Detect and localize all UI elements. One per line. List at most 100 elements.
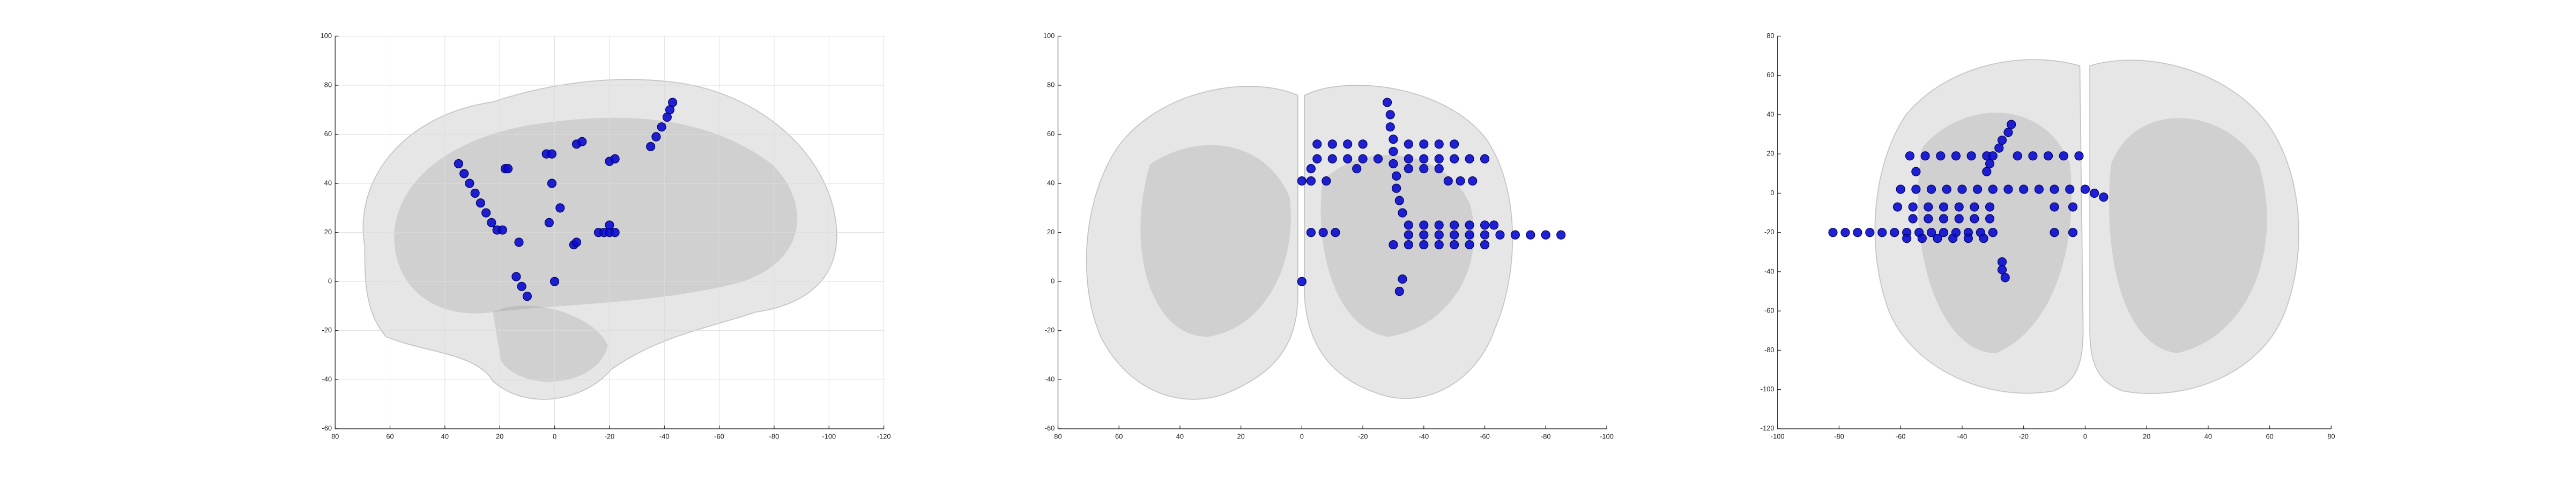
electrode bbox=[1942, 184, 1951, 194]
electrode bbox=[1398, 274, 1407, 284]
electrode bbox=[511, 272, 521, 281]
electrode bbox=[1911, 184, 1921, 194]
electrode bbox=[1924, 214, 1933, 224]
y-tick-label: 20 bbox=[324, 228, 332, 236]
electrode bbox=[459, 169, 469, 179]
y-tick-label: -20 bbox=[322, 326, 332, 334]
electrode bbox=[1890, 228, 1899, 237]
x-tick-label: -40 bbox=[1957, 433, 1968, 441]
electrode bbox=[1394, 196, 1404, 205]
electrode bbox=[1480, 230, 1490, 240]
electrode bbox=[1434, 230, 1444, 240]
x-tick-label: -80 bbox=[1834, 433, 1844, 441]
electrode bbox=[1434, 139, 1444, 149]
electrode bbox=[1327, 139, 1337, 149]
electrode bbox=[1465, 154, 1474, 164]
electrode bbox=[1450, 154, 1459, 164]
x-tick-label: 40 bbox=[441, 433, 449, 441]
electrode bbox=[1970, 202, 1979, 212]
electrode bbox=[1988, 151, 1998, 161]
electrode bbox=[605, 220, 614, 230]
electrode bbox=[1358, 154, 1368, 164]
electrode bbox=[1456, 176, 1465, 186]
electrode bbox=[1389, 135, 1398, 144]
electrode bbox=[2065, 184, 2075, 194]
y-tick-label: 100 bbox=[321, 32, 332, 40]
x-tick-label: -40 bbox=[1419, 433, 1429, 441]
electrode bbox=[1419, 164, 1429, 174]
y-tick-label: 80 bbox=[1047, 80, 1055, 88]
x-tick-label: -20 bbox=[2018, 433, 2029, 441]
electrode bbox=[1465, 220, 1474, 230]
electrode bbox=[1404, 230, 1413, 240]
x-tick-label: 20 bbox=[2143, 433, 2150, 441]
electrode bbox=[1892, 202, 1903, 212]
x-tick-label: -60 bbox=[1480, 433, 1490, 441]
x-tick-label: -60 bbox=[1896, 433, 1906, 441]
electrode bbox=[2099, 192, 2109, 202]
electrode bbox=[1373, 154, 1383, 164]
x-tick-label: -20 bbox=[1358, 433, 1368, 441]
electrode bbox=[1933, 234, 1942, 243]
electrode bbox=[2074, 151, 2084, 161]
electrode bbox=[1419, 230, 1429, 240]
y-tick-label: 40 bbox=[1047, 179, 1055, 187]
electrode bbox=[2050, 202, 2059, 212]
y-tick-label: 80 bbox=[324, 80, 332, 88]
x-tick-label: 40 bbox=[2204, 433, 2212, 441]
electrode bbox=[2050, 184, 2059, 194]
electrode bbox=[1306, 176, 1316, 186]
y-tick-label: -60 bbox=[1045, 424, 1055, 432]
electrode bbox=[1828, 228, 1838, 237]
electrode bbox=[1404, 240, 1413, 250]
electrode bbox=[1982, 167, 1992, 176]
electrode bbox=[1434, 220, 1444, 230]
electrode bbox=[571, 237, 582, 247]
electrode bbox=[1970, 214, 1979, 224]
electrode bbox=[1434, 154, 1444, 164]
electrode bbox=[555, 203, 565, 213]
electrode bbox=[1997, 135, 2007, 145]
electrode bbox=[1924, 202, 1933, 212]
brain-axial bbox=[1874, 59, 2299, 395]
electrode bbox=[1911, 167, 1921, 176]
electrode bbox=[646, 142, 656, 152]
y-tick-label: -120 bbox=[1761, 424, 1775, 432]
y-tick-label: 20 bbox=[1047, 228, 1055, 236]
x-tick-label: -80 bbox=[1541, 433, 1551, 441]
electrode bbox=[1398, 208, 1407, 218]
electrode bbox=[1419, 139, 1429, 149]
electrode bbox=[1385, 122, 1395, 132]
x-tick-label: -20 bbox=[605, 433, 615, 441]
electrode bbox=[1994, 143, 2004, 153]
electrode bbox=[470, 188, 480, 198]
x-tick-label: 0 bbox=[2083, 433, 2087, 441]
y-tick-label: 0 bbox=[1051, 277, 1055, 285]
electrode bbox=[1985, 202, 1995, 212]
electrode bbox=[2003, 128, 2013, 137]
electrode bbox=[1331, 228, 1340, 237]
electrode bbox=[1853, 228, 1862, 237]
electrode bbox=[1450, 240, 1459, 250]
y-tick-label: -20 bbox=[1764, 228, 1775, 236]
y-tick-label: 60 bbox=[1766, 71, 1774, 79]
y-tick-label: 60 bbox=[324, 130, 332, 138]
electrode bbox=[1877, 228, 1887, 237]
electrode bbox=[522, 292, 532, 301]
electrode bbox=[2068, 228, 2078, 237]
y-tick-label: -60 bbox=[1764, 307, 1775, 315]
electrode bbox=[1954, 202, 1964, 212]
electrode bbox=[2080, 184, 2090, 194]
electrode bbox=[1434, 240, 1444, 250]
electrode bbox=[1954, 214, 1964, 224]
electrode bbox=[1985, 159, 1995, 169]
electrode bbox=[1920, 151, 1930, 161]
electrode bbox=[1510, 230, 1520, 240]
electrode bbox=[1312, 154, 1322, 164]
brain-coronal bbox=[1086, 85, 1513, 400]
y-tick-label: 80 bbox=[1766, 32, 1774, 40]
y-tick-label: -80 bbox=[1764, 346, 1775, 354]
electrode bbox=[1936, 151, 1946, 161]
electrode bbox=[1495, 230, 1505, 240]
